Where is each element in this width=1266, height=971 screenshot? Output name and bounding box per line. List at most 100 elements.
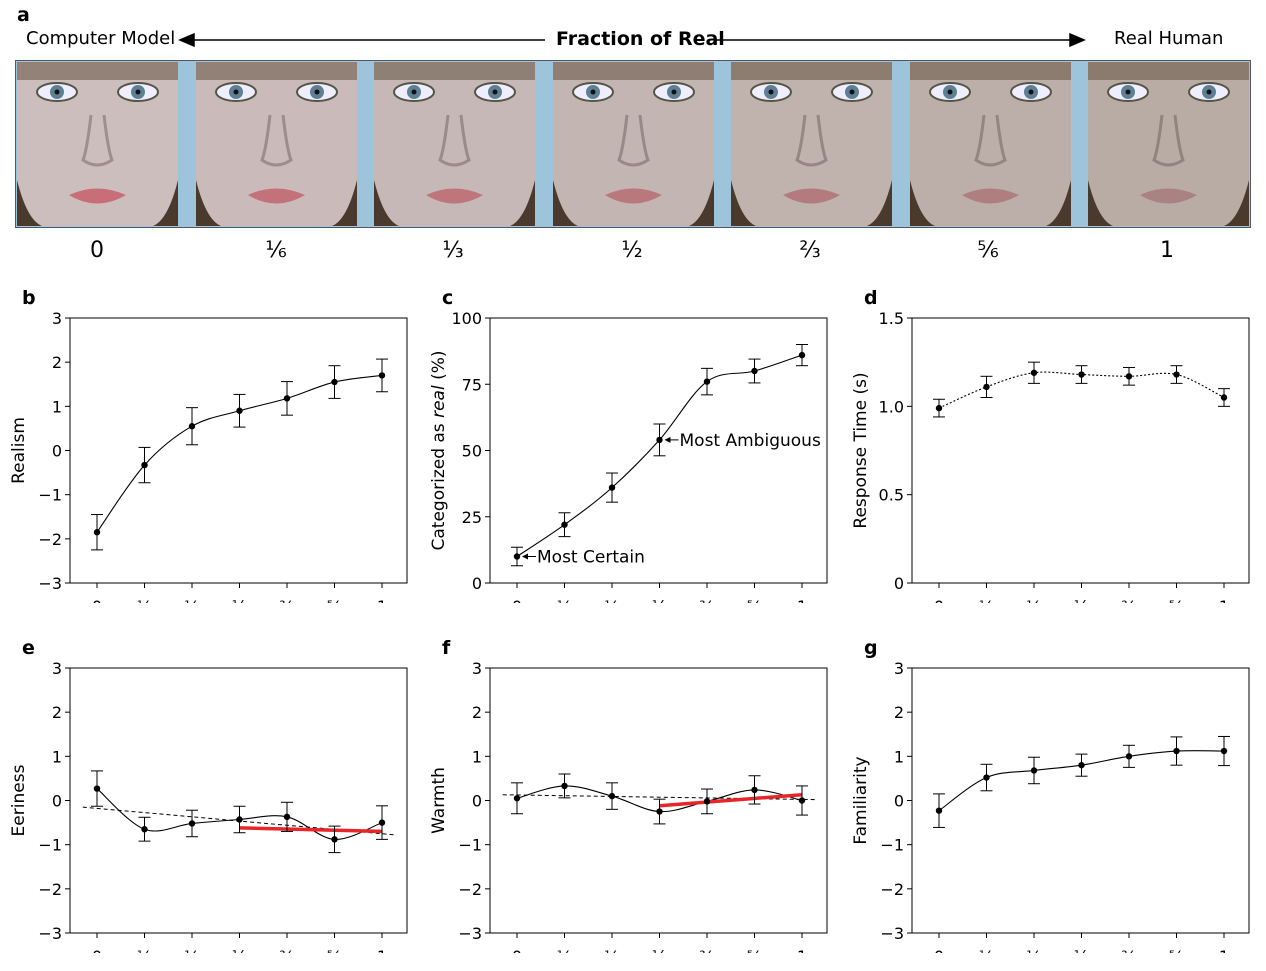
y-tick-label: 3 [52, 309, 62, 328]
data-point [331, 378, 338, 386]
x-tick-label: ⅓ [184, 597, 200, 603]
x-tick-label: ⅓ [604, 597, 620, 603]
y-tick-label: 1 [472, 747, 482, 766]
y-tick-label: −3 [458, 924, 482, 943]
face-image [553, 62, 714, 226]
data-point [983, 383, 990, 391]
x-tick-label: ⅔ [699, 947, 715, 953]
x-tick-label: ⅙ [557, 597, 573, 603]
annotation-arrowhead [664, 436, 671, 443]
data-point [93, 529, 101, 536]
x-tick-label: ½ [1074, 947, 1090, 953]
x-tick-label: ½ [652, 597, 668, 603]
y-tick-label: −2 [38, 530, 62, 549]
y-axis-label: Warmth [429, 767, 449, 834]
fraction-label: ⅚ [977, 238, 999, 263]
data-point [1125, 373, 1133, 380]
data-point [751, 367, 758, 375]
annotation-label: Most Certain [537, 548, 645, 568]
y-tick-label: 25 [462, 508, 482, 527]
data-point [1220, 747, 1228, 755]
face-image [1088, 62, 1249, 226]
x-tick-label: 1 [797, 597, 807, 603]
panel-label-a: a [17, 4, 30, 26]
x-tick-label: ½ [652, 947, 668, 953]
fraction-label: ⅙ [265, 238, 287, 263]
chart-e: e3 2 1 0 −1 −2 −3 0 ⅙ ⅓ ½ ⅔ ⅚ 1 Eeriness [9, 637, 408, 953]
data-point [1078, 761, 1085, 769]
data-point [1078, 371, 1085, 378]
y-tick-label: 2 [894, 703, 904, 722]
data-point [236, 407, 243, 414]
data-point [378, 372, 386, 379]
data-point [283, 813, 291, 821]
data-point [935, 807, 943, 814]
x-tick-label: ⅚ [1169, 947, 1185, 953]
data-point [93, 785, 101, 792]
panel-label: e [22, 637, 35, 659]
y-tick-label: 0 [52, 792, 62, 811]
face-image [374, 62, 535, 226]
data-point [656, 808, 663, 815]
x-tick-label: ⅔ [279, 597, 295, 603]
chart-f: f 3 2 1 0 −1 −2 −3 0 ⅙ ⅓ ½ ⅔ ⅚ 1 Warmth [429, 637, 828, 953]
x-tick-label: ⅙ [979, 947, 995, 953]
face-image [731, 62, 892, 226]
data-point [378, 819, 386, 826]
data-point [188, 423, 196, 430]
data-point [798, 797, 806, 804]
x-tick-label: ⅚ [747, 597, 763, 603]
data-point [561, 521, 568, 528]
x-tick-label: ⅙ [137, 597, 153, 603]
y-tick-label: −1 [38, 486, 62, 505]
x-tick-label: ⅓ [1026, 597, 1042, 603]
x-tick-label: ⅓ [604, 947, 620, 953]
y-tick-label: 0.5 [879, 486, 904, 505]
fraction-label: ⅓ [442, 238, 464, 263]
x-tick-label: ⅓ [1026, 947, 1042, 953]
chart-g: g3 2 1 0 −1 −2 −3 0 ⅙ ⅓ ½ ⅔ ⅚ 1 Familiarity [851, 637, 1250, 953]
x-tick-label: ⅚ [327, 947, 343, 953]
data-point [703, 798, 711, 805]
y-tick-label: −2 [458, 880, 482, 899]
data-point [703, 378, 711, 385]
data-point [283, 395, 291, 402]
panel-label: f [442, 637, 451, 659]
y-axis-label: Response Time (s) [851, 372, 871, 528]
data-point [935, 404, 943, 412]
x-tick-label: ⅙ [979, 597, 995, 603]
x-tick-label: 0 [934, 947, 944, 953]
red-fit-line [239, 826, 383, 834]
y-tick-label: 3 [894, 659, 904, 678]
face-morph-strip [15, 60, 1251, 228]
data-point [1220, 394, 1228, 401]
data-point [608, 792, 616, 800]
y-tick-label: 2 [52, 703, 62, 722]
y-tick-label: 0 [472, 574, 482, 593]
y-tick-label: 1 [52, 747, 62, 766]
x-tick-label: 0 [92, 947, 102, 953]
y-tick-label: 2 [472, 703, 482, 722]
data-point [1030, 767, 1038, 774]
data-point [236, 816, 243, 823]
x-tick-label: ½ [232, 947, 248, 953]
fraction-label: 1 [1160, 238, 1174, 263]
x-tick-label: 0 [512, 947, 522, 953]
x-tick-label: 0 [92, 597, 102, 603]
data-point [513, 553, 521, 560]
y-axis-label: Realism [9, 417, 29, 484]
panel-label: b [22, 287, 36, 309]
face-image [910, 62, 1071, 226]
y-tick-label: 100 [451, 309, 482, 328]
plot-frame [489, 667, 828, 934]
y-tick-label: −1 [880, 836, 904, 855]
data-point [983, 774, 990, 781]
left-arrow-head [178, 32, 195, 48]
y-tick-label: 1 [894, 747, 904, 766]
y-tick-label: −1 [458, 836, 482, 855]
data-point [656, 436, 663, 444]
plot-frame [69, 317, 408, 584]
x-tick-label: 1 [377, 597, 387, 603]
